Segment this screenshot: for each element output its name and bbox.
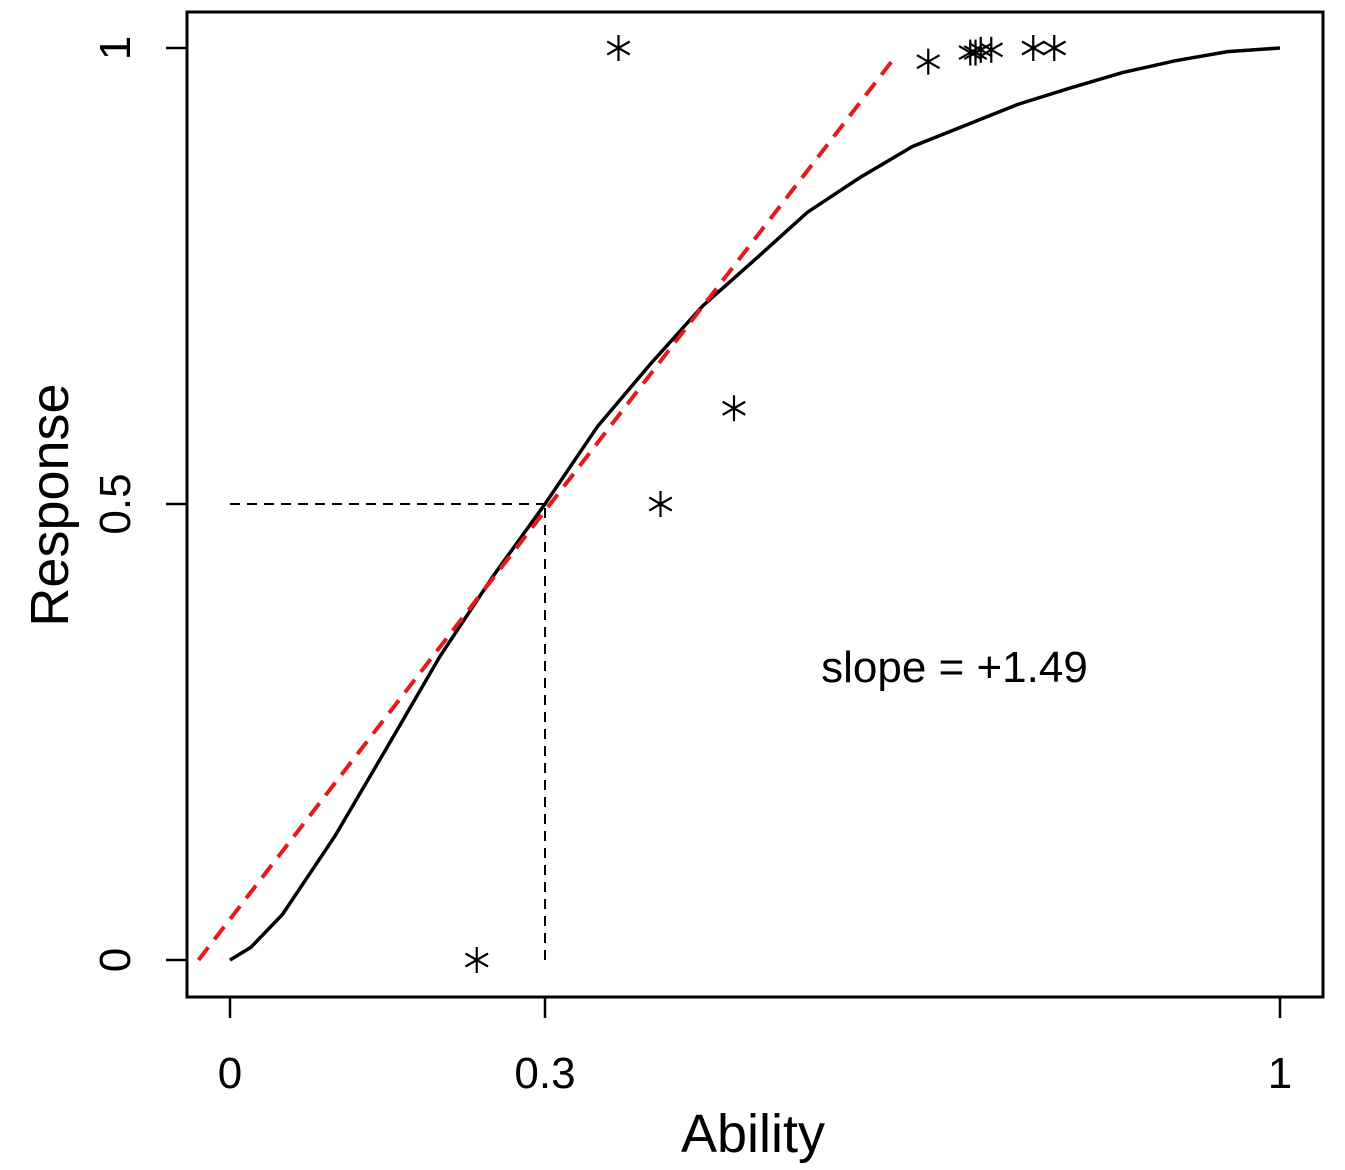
marker-stroke bbox=[968, 42, 993, 58]
data-point-marker bbox=[722, 395, 746, 422]
x-tick-label: 0.3 bbox=[514, 1049, 575, 1098]
marker-stroke bbox=[1042, 40, 1067, 56]
data-point-marker bbox=[606, 35, 631, 61]
data-point-marker bbox=[968, 36, 993, 63]
marker-stroke bbox=[916, 54, 941, 70]
x-tick-label: 0 bbox=[218, 1049, 242, 1098]
marker-stroke bbox=[722, 400, 746, 416]
data-point-marker bbox=[916, 48, 941, 75]
marker-stroke bbox=[648, 496, 673, 512]
data-point-marker bbox=[464, 947, 489, 973]
y-tick-label: 0 bbox=[91, 948, 140, 972]
marker-stroke bbox=[606, 40, 631, 56]
marker-stroke bbox=[979, 42, 1004, 58]
tangent-line bbox=[196, 60, 894, 962]
data-point-marker bbox=[1021, 35, 1046, 61]
x-axis-label: Ability bbox=[681, 1104, 825, 1164]
y-tick-label: 0.5 bbox=[91, 473, 140, 534]
marker-stroke bbox=[1021, 40, 1046, 56]
y-axis-label: Response bbox=[20, 383, 80, 626]
response-curve bbox=[229, 46, 1281, 962]
x-tick-label: 1 bbox=[1268, 1049, 1292, 1098]
data-point-marker bbox=[1042, 35, 1067, 61]
slope-annotation: slope = +1.49 bbox=[821, 643, 1088, 692]
marker-stroke bbox=[464, 952, 489, 968]
y-tick-label: 1 bbox=[91, 36, 140, 60]
data-point-marker bbox=[979, 36, 1004, 63]
data-point-marker bbox=[648, 491, 673, 517]
